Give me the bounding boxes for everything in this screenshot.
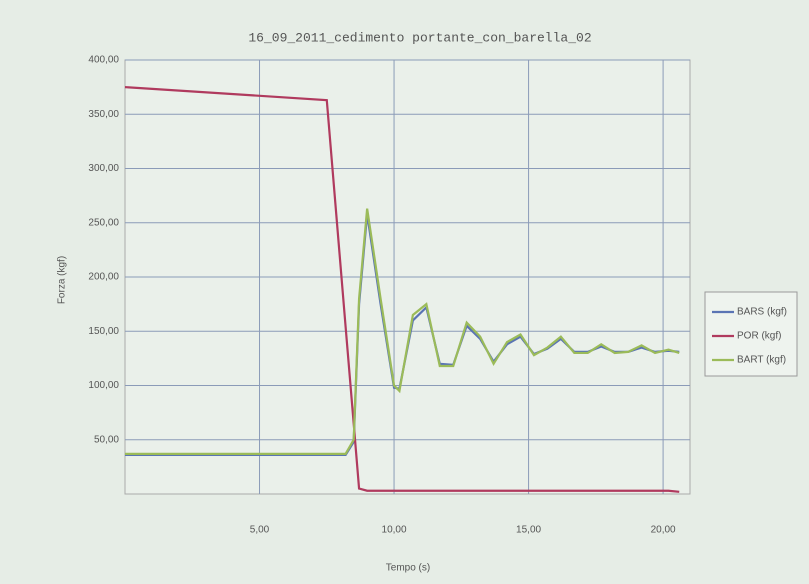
- x-tick-label: 5,00: [250, 525, 270, 536]
- x-tick-label: 15,00: [516, 525, 541, 536]
- x-tick-label: 20,00: [651, 525, 676, 536]
- y-tick-label: 250,00: [88, 217, 119, 228]
- legend-label: BARS (kgf): [737, 307, 787, 318]
- x-axis-label: Tempo (s): [386, 563, 430, 574]
- chart-title: 16_09_2011_cedimento portante_con_barell…: [248, 30, 591, 45]
- y-tick-label: 150,00: [88, 326, 119, 337]
- y-tick-label: 400,00: [88, 55, 119, 66]
- y-tick-label: 100,00: [88, 380, 119, 391]
- x-tick-label: 10,00: [382, 525, 407, 536]
- y-tick-label: 350,00: [88, 109, 119, 120]
- legend-label: POR (kgf): [737, 331, 781, 342]
- chart: 16_09_2011_cedimento portante_con_barell…: [0, 0, 809, 584]
- y-tick-label: 50,00: [94, 434, 119, 445]
- y-tick-label: 200,00: [88, 272, 119, 283]
- y-tick-label: 300,00: [88, 163, 119, 174]
- page: {"chart_data": {"type": "line", "title":…: [0, 0, 809, 584]
- legend-label: BART (kgf): [737, 355, 786, 366]
- y-axis-label: Forza (kgf): [57, 256, 68, 304]
